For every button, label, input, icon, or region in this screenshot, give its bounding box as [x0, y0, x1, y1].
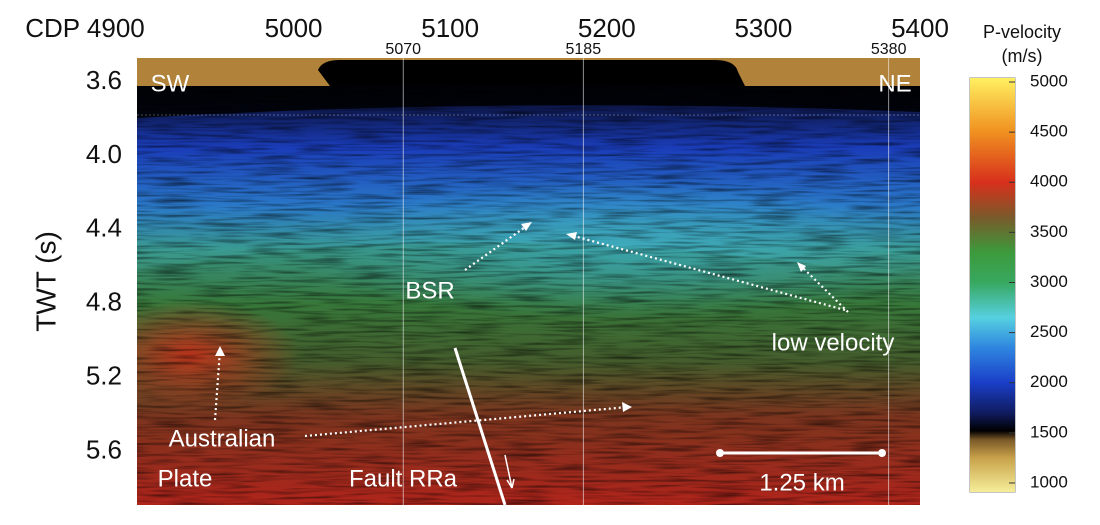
- annotation: Australian: [169, 425, 276, 452]
- y-axis-label: TWT (s): [30, 231, 61, 332]
- x-tick-label: 5100: [421, 13, 479, 43]
- colorbar-tick-label: 2500: [1030, 322, 1068, 341]
- y-tick-label: 3.6: [86, 65, 122, 95]
- x-tick-label: CDP 4900: [25, 13, 145, 43]
- colorbar-tick-label: 1000: [1030, 472, 1068, 491]
- colorbar-tick-label: 5000: [1030, 71, 1068, 90]
- seismic-image: [137, 58, 920, 505]
- annotation: SW: [151, 70, 190, 97]
- colorbar-tick-label: 3500: [1030, 222, 1068, 241]
- fault-motion: [504, 454, 515, 489]
- scale-bar-end: [878, 449, 886, 457]
- annotation: Plate: [158, 465, 213, 492]
- colorbar: [970, 78, 1015, 492]
- colorbar-tick-label: 4500: [1030, 122, 1068, 141]
- x-tick-label: 5200: [578, 13, 636, 43]
- y-tick-label: 4.8: [86, 287, 122, 317]
- annotation: BSR: [405, 277, 454, 304]
- annotation: 1.25 km: [759, 469, 844, 496]
- x-tick-label: 5300: [734, 13, 792, 43]
- fault-line: [453, 347, 507, 506]
- y-tick-label: 5.6: [86, 434, 122, 464]
- colorbar-tick-label: 1500: [1030, 422, 1068, 441]
- y-tick-label: 4.0: [86, 139, 122, 169]
- annotation: Fault RRa: [349, 465, 458, 492]
- x-tick-label: 5000: [265, 13, 323, 43]
- cdp-marker-label: 5185: [566, 41, 602, 58]
- y-tick-label: 4.4: [86, 213, 122, 243]
- colorbar-tick-label: 4000: [1030, 172, 1068, 191]
- colorbar-tick-label: 2000: [1030, 372, 1068, 391]
- cdp-marker-label: 5070: [385, 41, 421, 58]
- x-tick-label: 5400: [891, 13, 949, 43]
- scale-bar-end: [716, 449, 724, 457]
- annotation-arrows: [213, 224, 849, 438]
- annotation: low velocity: [772, 329, 895, 356]
- arrow-heads: [215, 222, 806, 412]
- colorbar-title: P-velocity: [983, 22, 1061, 42]
- colorbar-tick-label: 3000: [1030, 272, 1068, 291]
- annotation: NE: [878, 70, 911, 97]
- cdp-marker-label: 5380: [871, 41, 907, 58]
- colorbar-title: (m/s): [1002, 46, 1043, 66]
- y-tick-label: 5.2: [86, 360, 122, 390]
